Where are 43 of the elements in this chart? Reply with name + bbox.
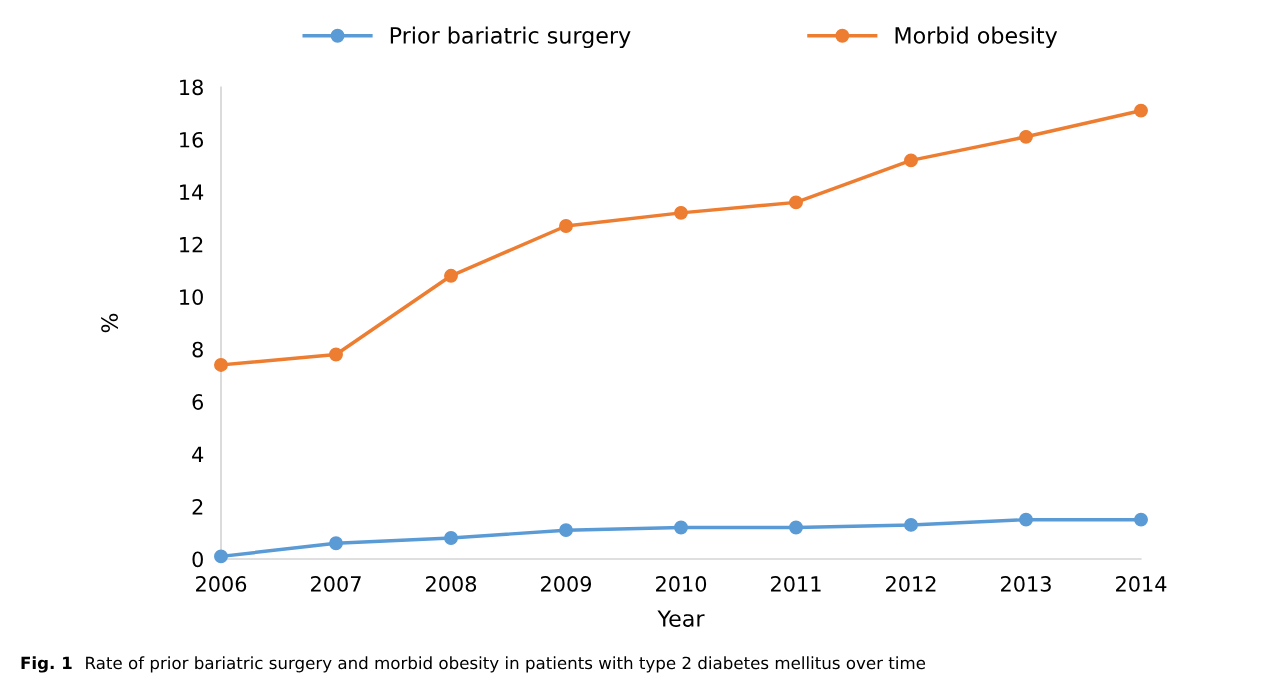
- point: [1019, 129, 1033, 144]
- y-tick-label: 14: [180, 184, 204, 200]
- y-tick-label: 18: [180, 79, 203, 96]
- caption: Fig. 1: [21, 656, 72, 673]
- legend-label: Morbid obesity: [895, 26, 1058, 49]
- point: [214, 549, 228, 564]
- y-tick-label: 10: [180, 289, 203, 305]
- y-tick-label: 0: [192, 551, 203, 568]
- x-tick-label: 2006: [196, 576, 247, 592]
- x-tick-label: 2011: [771, 576, 821, 592]
- y-axis-title: %: [101, 313, 118, 333]
- point: [1134, 512, 1148, 527]
- x-tick-label: 2008: [426, 576, 477, 592]
- point: [904, 517, 918, 532]
- x-axis-title: Year: [657, 610, 705, 627]
- point: [674, 205, 688, 220]
- x-tick-label: 2013: [1001, 576, 1051, 592]
- y-tick-label: 16: [180, 131, 204, 148]
- x-tick-label: 2012: [886, 576, 936, 592]
- x-tick-label: 2007: [311, 576, 361, 592]
- legend-label: Prior bariatric surgery: [390, 26, 631, 49]
- point: [329, 536, 343, 551]
- y-tick-label: 8: [192, 341, 203, 358]
- y-tick-label: 6: [192, 394, 204, 410]
- point: [559, 219, 573, 233]
- x-tick-label: 2009: [541, 576, 592, 592]
- point: [444, 268, 458, 283]
- point: [444, 531, 458, 545]
- y-tick-label: 12: [180, 236, 203, 253]
- point: [559, 523, 573, 538]
- point: [789, 195, 803, 210]
- x-tick-label: 2010: [656, 576, 707, 592]
- point: [1019, 512, 1033, 527]
- point: [329, 347, 343, 362]
- point: [1134, 103, 1148, 118]
- point: [214, 358, 228, 372]
- point: [904, 153, 918, 168]
- point: [789, 520, 803, 535]
- x-tick-label: 2014: [1116, 576, 1167, 592]
- text: Rate of prior bariatric surgery and morbid obesity in patients with type 2 diabetes mellitus over time: [86, 656, 926, 673]
- y-tick-label: 2: [192, 499, 203, 515]
- y-tick-label: 4: [192, 446, 204, 463]
- point: [674, 520, 688, 535]
